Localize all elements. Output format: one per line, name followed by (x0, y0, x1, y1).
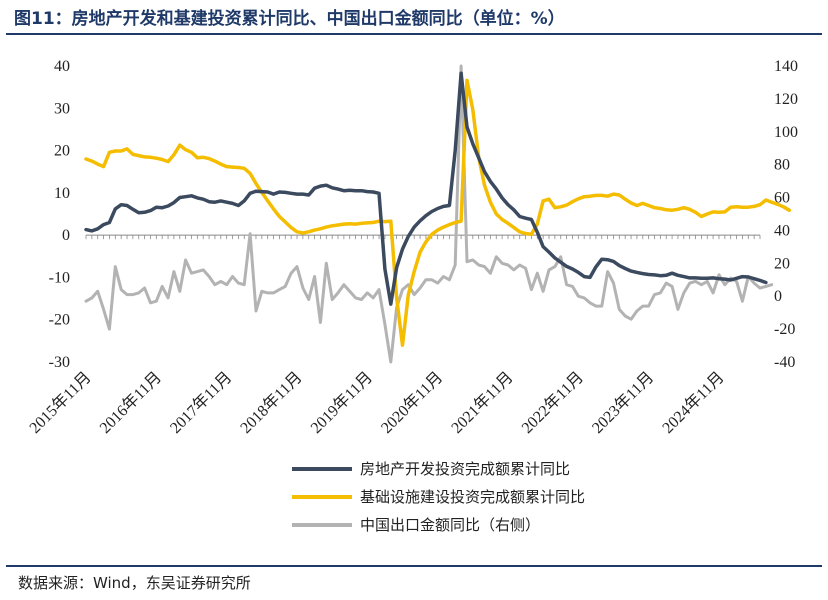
y-left-tick-label: 10 (54, 185, 70, 202)
x-tick-label: 2023年11月 (588, 368, 657, 437)
legend: 房地产开发投资完成额累计同比基础设施建设投资完成额累计同比中国出口金额同比（右侧… (292, 460, 585, 534)
y-left-tick-label: 0 (62, 227, 70, 244)
y-right-tick-label: 40 (774, 222, 790, 239)
x-tick-label: 2018年11月 (237, 368, 306, 437)
x-tick-label: 2020年11月 (377, 368, 446, 437)
x-tick-label: 2024年11月 (659, 368, 728, 437)
y-left-tick-label: 40 (54, 58, 70, 75)
y-right-tick-label: 20 (774, 255, 790, 272)
y-right-tick-label: 80 (774, 157, 790, 174)
legend-exports-label: 中国出口金额同比（右侧） (360, 516, 540, 534)
x-tick-label: 2019年11月 (307, 368, 376, 437)
x-tick-label: 2016年11月 (96, 368, 165, 437)
chart-title: 图11：房地产开发和基建投资累计同比、中国出口金额同比（单位：%） (14, 9, 565, 29)
bottom-rule (6, 565, 822, 567)
real-estate-series-line (84, 71, 768, 306)
y-left-tick-label: -30 (49, 354, 70, 371)
x-tick-label: 2015年11月 (26, 368, 95, 437)
x-tick-label: 2017年11月 (166, 368, 235, 437)
legend-infrastructure-label: 基础设施建设投资完成额累计同比 (360, 488, 585, 506)
exports-series-line (84, 64, 774, 364)
y-right-tick-label: -40 (774, 354, 795, 371)
source-note: 数据来源：Wind，东吴证券研究所 (18, 574, 251, 592)
legend-real-estate-label: 房地产开发投资完成额累计同比 (360, 460, 570, 478)
y-right-tick-label: -20 (774, 321, 795, 338)
x-tick-label: 2021年11月 (448, 368, 517, 437)
infrastructure-series-line (84, 78, 792, 347)
series-layer (84, 64, 792, 364)
y-right-tick-label: 140 (774, 58, 798, 75)
y-left-tick-label: -20 (49, 312, 70, 329)
y-left-tick-label: 20 (54, 143, 70, 160)
y-right-tick-label: 120 (774, 91, 798, 108)
x-tick-label: 2022年11月 (518, 368, 587, 437)
y-right-tick-label: 100 (774, 124, 798, 141)
top-rule (6, 33, 822, 35)
y-right-tick-label: 60 (774, 190, 790, 207)
y-left-tick-label: -10 (49, 269, 70, 286)
axes: 403020100-10-20-30140120100806040200-20-… (26, 58, 798, 437)
line-chart: 403020100-10-20-30140120100806040200-20-… (26, 58, 798, 534)
y-right-tick-label: 0 (774, 288, 782, 305)
y-left-tick-label: 30 (54, 100, 70, 117)
